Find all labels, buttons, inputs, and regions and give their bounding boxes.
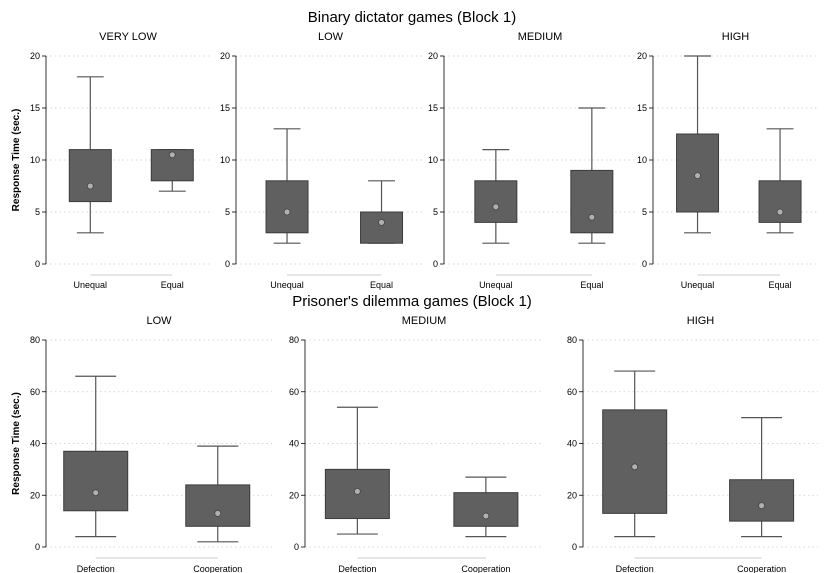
panel-title-0-3: HIGH [722, 31, 750, 43]
median-point-1-2-1 [758, 502, 765, 510]
y-tick-label-0-0-0: 0 [35, 259, 40, 269]
category-label-1-2-1: Cooperation [737, 564, 786, 573]
y-tick-label-0-3-4: 20 [637, 51, 647, 61]
box-0-0-1 [150, 149, 194, 182]
y-tick-label-1-1-3: 60 [289, 387, 299, 397]
section-title-0: Binary dictator games (Block 1) [308, 9, 516, 26]
y-tick-label-0-0-4: 20 [30, 51, 40, 61]
box-0-3-1 [758, 180, 802, 223]
category-label-0-3-0: Unequal [681, 280, 715, 290]
y-tick-label-0-1-3: 15 [220, 103, 230, 113]
y-tick-label-1-1-0: 0 [294, 542, 299, 552]
box-0-1-1 [360, 211, 404, 244]
panel-title-0-2: MEDIUM [518, 31, 563, 43]
category-label-0-2-0: Unequal [479, 280, 513, 290]
y-tick-label-1-2-4: 80 [567, 335, 577, 345]
y-axis-label-1: Response Time (sec.) [11, 392, 22, 495]
category-label-0-1-0: Unequal [270, 280, 304, 290]
y-tick-label-1-1-1: 20 [289, 490, 299, 500]
y-tick-label-0-3-3: 15 [637, 103, 647, 113]
y-tick-label-0-1-1: 5 [225, 207, 230, 217]
y-tick-label-1-0-1: 20 [30, 490, 40, 500]
y-tick-label-0-2-3: 15 [428, 103, 438, 113]
median-point-1-2-0 [631, 463, 639, 471]
y-tick-label-0-3-2: 10 [637, 155, 647, 165]
y-tick-label-0-1-2: 10 [220, 155, 230, 165]
box-1-0-0 [63, 450, 129, 512]
median-point-1-1-1 [482, 512, 490, 520]
category-label-1-2-0: Defection [616, 564, 654, 573]
box-1-0-1 [185, 484, 251, 527]
median-point-1-1-0 [353, 487, 361, 495]
y-tick-label-0-2-4: 20 [428, 51, 438, 61]
y-tick-label-1-0-4: 80 [30, 335, 40, 345]
median-point-0-0-0 [86, 182, 94, 190]
y-tick-label-0-0-3: 15 [30, 103, 40, 113]
y-tick-label-1-2-1: 20 [567, 490, 577, 500]
median-point-0-2-0 [492, 203, 500, 211]
panel-title-0-1: LOW [318, 31, 344, 43]
category-label-0-2-1: Equal [580, 280, 603, 290]
y-axis-label-0: Response Time (sec.) [11, 109, 22, 212]
box-1-2-0 [602, 409, 668, 514]
panel-title-1-2: HIGH [687, 315, 715, 327]
box-1-2-1 [729, 479, 795, 522]
y-tick-label-1-2-0: 0 [572, 542, 577, 552]
category-label-0-1-1: Equal [370, 280, 393, 290]
median-point-0-3-1 [776, 208, 784, 216]
category-label-1-1-1: Cooperation [461, 564, 510, 573]
y-tick-label-0-1-4: 20 [220, 51, 230, 61]
y-tick-label-0-2-1: 5 [433, 207, 438, 217]
y-tick-label-1-0-3: 60 [30, 387, 40, 397]
y-tick-label-0-3-0: 0 [642, 259, 647, 269]
median-point-1-0-0 [92, 489, 100, 497]
category-label-1-1-0: Defection [338, 564, 376, 573]
median-point-0-1-1 [378, 218, 385, 226]
y-tick-label-1-0-0: 0 [35, 542, 40, 552]
box-0-2-1 [570, 169, 614, 234]
box-0-0-0 [68, 149, 112, 203]
box-0-1-0 [265, 180, 309, 234]
box-1-1-1 [453, 492, 519, 527]
category-label-1-0-1: Cooperation [193, 564, 242, 573]
y-tick-label-0-3-1: 5 [642, 207, 647, 217]
y-tick-label-0-0-2: 10 [30, 155, 40, 165]
panel-title-0-0: VERY LOW [99, 31, 157, 43]
median-point-0-2-1 [588, 213, 596, 221]
y-tick-label-1-0-2: 40 [30, 439, 40, 449]
box-0-2-0 [474, 180, 518, 223]
y-tick-label-0-2-0: 0 [433, 259, 438, 269]
y-tick-label-0-1-0: 0 [225, 259, 230, 269]
category-label-1-0-0: Defection [77, 564, 115, 573]
panel-title-1-1: MEDIUM [402, 315, 447, 327]
category-label-0-3-1: Equal [769, 280, 792, 290]
y-tick-label-1-2-2: 40 [567, 439, 577, 449]
y-tick-label-1-1-4: 80 [289, 335, 299, 345]
median-point-0-0-1 [168, 151, 176, 159]
y-tick-label-1-1-2: 40 [289, 439, 299, 449]
y-tick-label-0-2-2: 10 [428, 155, 438, 165]
median-point-0-3-0 [694, 172, 701, 180]
median-point-0-1-0 [283, 208, 291, 216]
y-tick-label-0-0-1: 5 [35, 207, 40, 217]
median-point-1-0-1 [214, 509, 222, 517]
category-label-0-0-0: Unequal [74, 280, 108, 290]
section-title-1: Prisoner's dilemma games (Block 1) [292, 293, 532, 310]
category-label-0-0-1: Equal [161, 280, 184, 290]
y-tick-label-1-2-3: 60 [567, 387, 577, 397]
panel-title-1-0: LOW [146, 315, 172, 327]
